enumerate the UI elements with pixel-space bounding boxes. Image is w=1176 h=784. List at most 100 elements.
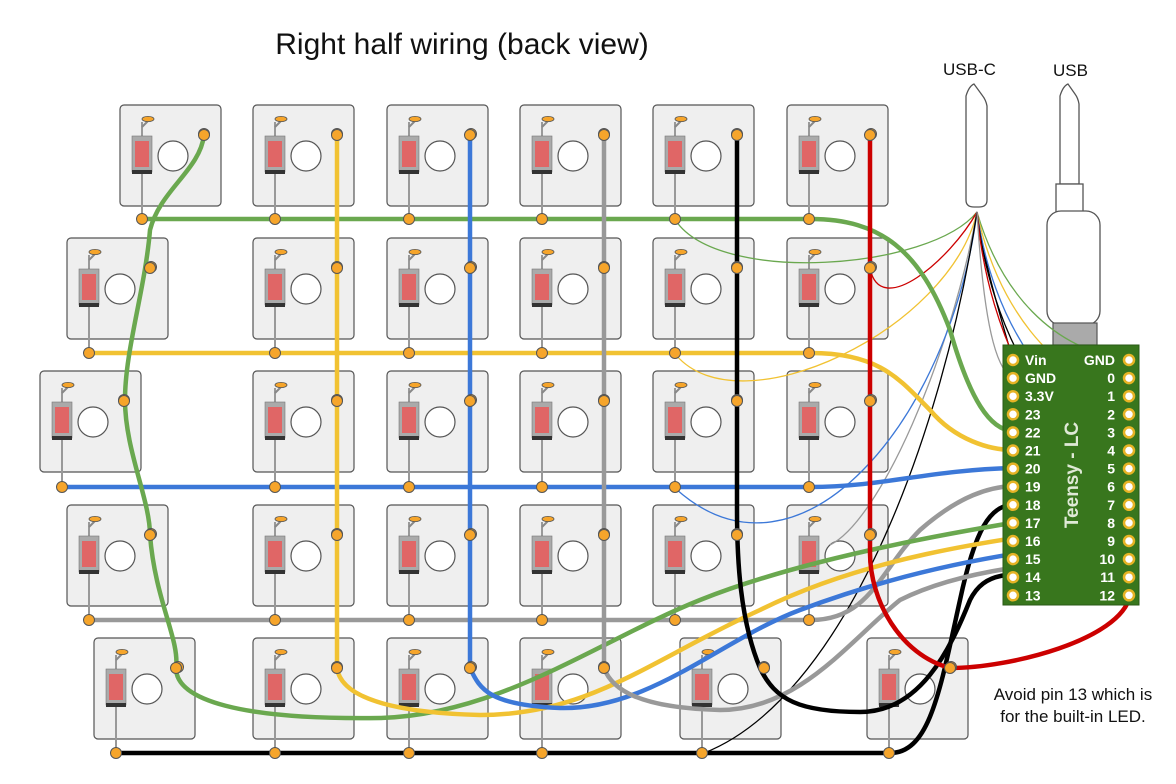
column-pad xyxy=(758,662,770,674)
solder-pad xyxy=(803,213,815,225)
diode-top-pad xyxy=(541,649,555,656)
right-pin-pad xyxy=(1122,389,1136,403)
diode-top-pad xyxy=(541,516,555,523)
left-pin-pad xyxy=(1006,480,1020,493)
switch-stem xyxy=(290,273,322,305)
diode-band xyxy=(799,303,819,307)
switch-stem xyxy=(290,673,322,705)
diode-top-pad xyxy=(541,248,555,255)
diode-glass xyxy=(535,141,549,167)
diode-band xyxy=(532,303,552,307)
right-pin-pad xyxy=(1122,516,1136,530)
diode-top-pad xyxy=(274,248,288,255)
right-pin-label: 2 xyxy=(1107,406,1115,422)
diode-glass xyxy=(535,407,549,433)
solder-pad xyxy=(403,481,415,493)
thick-wire xyxy=(734,132,1133,715)
diode-top-pad xyxy=(808,248,822,255)
switch-stem xyxy=(824,140,856,172)
left-pin-pad xyxy=(1006,426,1020,439)
left-pin-label: 23 xyxy=(1025,406,1041,422)
key-switch xyxy=(652,104,755,219)
key-switch xyxy=(786,104,889,219)
diode-band xyxy=(132,170,152,174)
solder-pad xyxy=(83,614,95,626)
diode-top-pad xyxy=(408,649,422,656)
thin-wire xyxy=(675,211,978,524)
diode-band xyxy=(399,436,419,440)
thin-wire xyxy=(675,211,978,264)
usb-housing xyxy=(1046,210,1101,326)
thick-wire xyxy=(140,216,1016,434)
right-pin-label: 10 xyxy=(1099,551,1115,567)
diode-top-pad xyxy=(541,116,555,123)
key-switch xyxy=(652,237,755,353)
switch-stem xyxy=(717,673,749,705)
solder-pad xyxy=(803,481,815,493)
right-pin-label: 5 xyxy=(1107,461,1115,477)
solder-pad xyxy=(269,481,281,493)
diode-band xyxy=(265,436,285,440)
switch-stem xyxy=(424,273,456,305)
left-pin-pad xyxy=(1006,353,1020,367)
column-pad xyxy=(464,662,476,674)
usbc-plug xyxy=(965,83,988,208)
switch-stem xyxy=(104,273,136,305)
right-pin-pad xyxy=(1122,462,1136,475)
column-pad xyxy=(198,129,210,141)
solder-pad xyxy=(83,347,95,359)
solder-pad xyxy=(803,347,815,359)
diode-top-pad xyxy=(674,116,688,123)
diode-band xyxy=(799,570,819,574)
right-pin-label: 3 xyxy=(1107,424,1115,440)
diode-glass xyxy=(668,274,682,300)
right-pin-label: 0 xyxy=(1107,370,1115,386)
diode-band xyxy=(265,570,285,574)
diode-band xyxy=(665,303,685,307)
diode-top-pad xyxy=(408,516,422,523)
diode-band xyxy=(692,703,712,707)
left-pin-label: 20 xyxy=(1025,461,1041,477)
key-switch xyxy=(93,637,196,753)
right-pin-label: 12 xyxy=(1099,587,1115,603)
column-pad xyxy=(331,662,343,674)
key-switch xyxy=(679,637,782,753)
switch-stem xyxy=(290,540,322,572)
key-switch xyxy=(252,104,355,219)
thick-wire xyxy=(467,132,1133,711)
switch-stem xyxy=(557,540,589,572)
right-pin-pad xyxy=(1122,444,1136,457)
diode-glass xyxy=(668,407,682,433)
usbc-label: USB-C xyxy=(943,60,996,79)
key-switch xyxy=(519,370,622,487)
right-pin-pad xyxy=(1122,589,1136,602)
diode-top-pad xyxy=(274,381,288,388)
column-pad xyxy=(944,662,956,674)
left-pin-label: 15 xyxy=(1025,551,1041,567)
diode-top-pad xyxy=(115,649,129,656)
key-switch xyxy=(252,237,355,353)
left-pin-label: 18 xyxy=(1025,497,1041,513)
left-pin-label: 22 xyxy=(1025,424,1041,440)
diode-band xyxy=(532,170,552,174)
diode-glass xyxy=(802,541,816,567)
teensy-pcb xyxy=(1002,344,1140,606)
key-switch xyxy=(386,504,489,620)
diode-glass xyxy=(535,541,549,567)
column-pad xyxy=(331,129,343,141)
diode-glass xyxy=(535,274,549,300)
usb-collar xyxy=(1055,183,1084,213)
thick-wire xyxy=(87,483,1016,623)
diode-top-pad xyxy=(274,516,288,523)
right-pin-pad xyxy=(1122,552,1136,566)
teensy-board: Teensy - LCVinGND3.3V2322212019181716151… xyxy=(1002,344,1140,606)
solder-pad xyxy=(883,747,895,759)
diode-top-pad xyxy=(61,381,75,388)
column-pad xyxy=(598,262,610,274)
switch-stem xyxy=(690,273,722,305)
right-pin-pad xyxy=(1122,408,1136,421)
solder-pads xyxy=(56,128,957,759)
diode-band xyxy=(532,570,552,574)
diode-band xyxy=(399,303,419,307)
